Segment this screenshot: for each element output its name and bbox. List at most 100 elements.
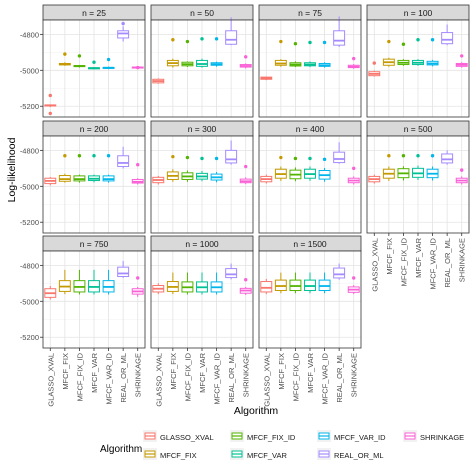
facet-panels: n = 25 -5200 -5000 -4800 n = 50 n = 75 n = 100… [20,4,470,349]
legend-label: GLASSO_XVAL [160,433,214,442]
legend-item-mfcf-var: MFCF_VAR [230,448,287,460]
facet-label: n = 500 [404,124,433,134]
facet-panel: n = 400 [258,120,362,234]
box-mfcf-var [88,154,100,183]
outlier-point [214,37,219,41]
outlier-point [460,54,464,58]
x-tick-label: MFCF_VAR [90,352,99,392]
facet-label: n = 50 [190,8,214,18]
box-mfcf-var [88,269,100,295]
box-mfcf-fix [274,155,287,181]
box-mfcf-var-id [318,40,331,68]
panel-border [258,135,362,234]
box-mfcf-fix-id [73,269,86,295]
y-tick-label: -5000 [20,66,39,75]
outlier-point [106,154,111,158]
box-glasso-xval [152,175,165,185]
legend-item-mfcf-fix: MFCF_FIX [143,448,197,460]
outlier-point [77,54,82,58]
outlier-point [430,38,435,42]
panel-border [150,135,254,234]
panel-border [258,19,362,118]
outlier-point [352,56,356,61]
x-tick-label: MFCF_FIX [277,353,286,390]
box-real-or-ml [441,24,454,46]
box-mfcf-fix [274,39,287,67]
facet-label: n = 100 [404,8,433,18]
outlier-point [416,38,420,42]
facet-panel: n = 100 [366,4,470,118]
box-mfcf-var [196,156,208,182]
box-body [333,151,346,164]
box-body [441,32,454,45]
x-tick-label: MFCF_VAR [198,352,207,392]
facet-panel: n = 25 -5200 -5000 -4800 [20,4,146,118]
outlier-point [279,155,283,160]
box-glasso-xval [368,174,381,184]
box-mfcf-fix-id [397,154,410,181]
y-tick-label: -4800 [20,146,39,155]
box-shrinkage [455,168,468,185]
legend-label: MFCF_VAR_ID [334,433,386,442]
legend-title: Algorithm [100,444,142,455]
legend-item-mfcf-var-id: MFCF_VAR_ID [317,430,386,442]
facet-panel: n = 50 [150,4,254,118]
box-body [333,267,346,279]
outlier-point [92,60,96,64]
box-mfcf-fix-id [289,272,302,294]
box-mfcf-fix [382,39,395,67]
outlier-point [200,156,204,161]
box-shrinkage [239,278,252,296]
box-mfcf-fix-id [289,42,302,68]
box-mfcf-fix [382,154,395,181]
box-shrinkage [347,166,360,185]
outlier-point [279,39,283,44]
box-real-or-ml [333,142,346,164]
x-tick-label: GLASSO_XVAL [262,353,271,407]
outlier-point [121,21,125,26]
outlier-point [430,154,435,158]
outlier-point [63,154,67,158]
box-shrinkage [347,56,360,69]
legend-label: REAL_OR_ML [334,451,384,460]
box-shrinkage [131,276,144,297]
box-mfcf-var [196,272,208,295]
box-glasso-xval [152,283,165,295]
legend-item-real-or-ml: REAL_OR_ML [317,448,384,460]
legend-label: MFCF_FIX_ID [247,433,296,442]
x-tick-label: MFCF_FIX [385,238,394,275]
box-mfcf-fix [166,272,179,295]
box-mfcf-var-id [210,37,223,67]
x-axis-labels: GLASSO_XVAL MFCF_FIX MFCF_FIX_ID MFCF_VAR MF… [46,233,467,407]
box-glasso-xval [44,176,57,186]
facet-label: n = 750 [80,239,109,249]
box-mfcf-var [412,38,424,66]
box-mfcf-var-id [318,157,331,182]
box-glasso-xval [368,61,381,77]
box-glasso-xval [44,93,57,116]
y-tick-label: -5000 [20,182,39,191]
outlier-point [185,155,190,160]
box-body [225,268,238,279]
box-body [225,149,238,164]
outlier-point [48,93,52,98]
outlier-point [136,276,140,280]
box-mfcf-var-id [102,269,115,295]
outlier-point [106,57,111,62]
outlier-point [308,156,312,161]
facet-label: n = 200 [80,124,109,134]
box-body [260,281,273,293]
outlier-point [352,276,356,280]
outlier-point [372,61,376,65]
box-body [117,266,130,278]
outlier-point [322,40,327,45]
x-tick-label: SHRINKAGE [350,353,359,397]
outlier-point [92,154,96,158]
box-real-or-ml [117,260,130,278]
box-shrinkage [347,276,360,295]
outlier-point [352,166,356,171]
outlier-point [387,39,391,44]
box-real-or-ml [225,140,238,165]
box-mfcf-fix [58,154,71,183]
